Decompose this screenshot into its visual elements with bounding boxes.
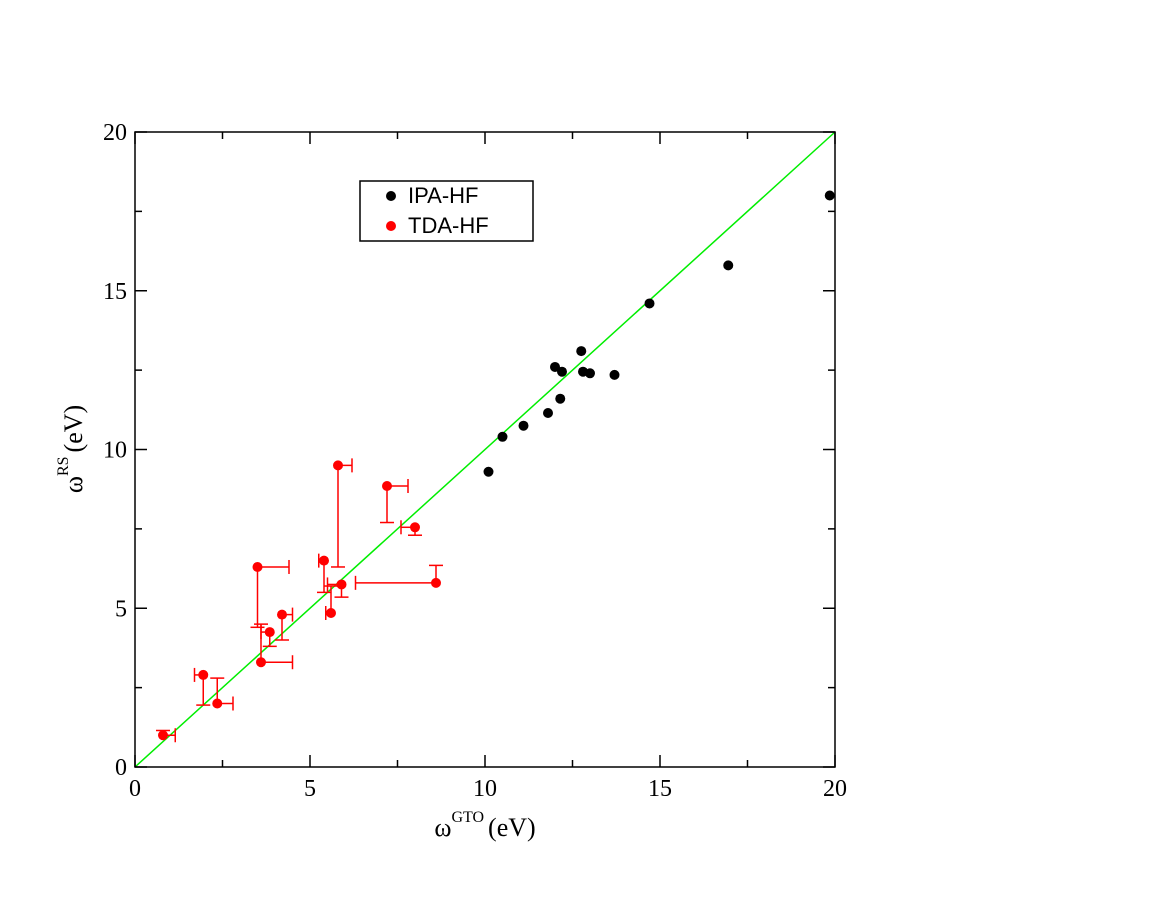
data-point-tda-hf <box>264 627 275 638</box>
data-point-ipa-hf <box>609 369 620 380</box>
data-point-ipa-hf <box>543 407 553 418</box>
axis-tick-layer: 0 5 10 15 20 0 5 10 15 20 <box>103 120 847 802</box>
data-point-ipa-hf <box>576 346 587 357</box>
data-point-ipa-hf <box>518 420 529 431</box>
data-point-tda-hf <box>158 730 168 741</box>
y-tick-label: 5 <box>115 596 127 622</box>
data-point-ipa-hf <box>550 361 560 372</box>
x-tick-label: 0 <box>129 776 141 802</box>
reference-line-layer <box>134 131 836 768</box>
data-point-tda-hf <box>336 579 347 590</box>
reference-line <box>134 131 836 768</box>
x-tick-label: 5 <box>304 776 316 802</box>
data-point-ipa-hf <box>644 298 655 309</box>
y-tick-label: 0 <box>115 755 127 781</box>
data-point-tda-hf <box>198 669 209 680</box>
x-axis-label-base: ω <box>434 813 451 842</box>
legend: IPA-HF TDA-HF <box>359 180 534 242</box>
plot-frame <box>134 131 836 768</box>
x-tick-label: 20 <box>823 776 847 802</box>
legend-label-ipa-hf: IPA-HF <box>408 183 478 208</box>
data-point-tda-hf <box>319 555 329 566</box>
data-point-tda-hf <box>212 698 223 709</box>
y-axis-label-unit: (eV) <box>59 405 88 453</box>
data-point-tda-hf <box>382 481 392 492</box>
data-point-tda-hf <box>277 609 287 620</box>
legend-label-tda-hf: TDA-HF <box>408 213 489 238</box>
data-point-layer <box>158 190 835 741</box>
x-axis-label-unit: (eV) <box>488 813 536 842</box>
data-point-ipa-hf <box>555 393 566 404</box>
y-tick-label: 20 <box>103 120 127 146</box>
data-point-ipa-hf <box>723 260 734 271</box>
x-tick-label: 15 <box>648 776 672 802</box>
data-point-ipa-hf <box>585 368 595 379</box>
data-point-tda-hf <box>431 577 441 588</box>
data-point-ipa-hf <box>483 466 494 477</box>
data-point-ipa-hf <box>557 366 567 377</box>
x-axis-label: ωGTO (eV) <box>434 809 535 842</box>
y-tick-label: 10 <box>103 438 127 464</box>
y-axis-label-base: ω <box>59 476 88 493</box>
data-point-tda-hf <box>252 561 263 572</box>
data-point-ipa-hf <box>497 431 508 442</box>
error-bar-layer <box>156 458 443 743</box>
x-tick-label: 10 <box>473 776 497 802</box>
y-axis-label: ωRS (eV) <box>55 405 88 493</box>
data-point-tda-hf <box>410 522 420 533</box>
data-point-tda-hf <box>256 657 266 668</box>
legend-marker-ipa-hf <box>386 191 396 201</box>
data-point-tda-hf <box>333 460 343 471</box>
data-point-tda-hf <box>326 608 336 619</box>
legend-marker-tda-hf <box>386 221 396 231</box>
x-axis-label-sup: GTO <box>451 809 484 826</box>
y-axis-label-sup: RS <box>55 456 72 476</box>
data-point-ipa-hf <box>824 190 835 201</box>
y-tick-label: 15 <box>103 279 127 305</box>
legend-box <box>359 180 534 242</box>
